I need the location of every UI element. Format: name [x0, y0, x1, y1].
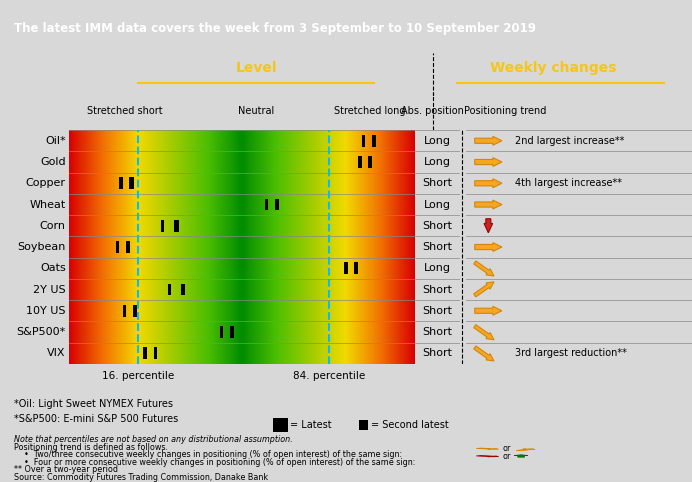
- Text: Oats: Oats: [40, 263, 66, 273]
- FancyArrow shape: [476, 455, 499, 457]
- Text: 3rd largest reduction**: 3rd largest reduction**: [516, 348, 628, 358]
- Bar: [220, 326, 223, 338]
- Text: = Latest: = Latest: [289, 420, 331, 430]
- Text: Corn: Corn: [39, 221, 66, 231]
- Text: 10Y US: 10Y US: [26, 306, 66, 316]
- Bar: [174, 220, 179, 232]
- Text: 4th largest increase**: 4th largest increase**: [516, 178, 623, 188]
- Bar: [161, 220, 164, 232]
- FancyArrow shape: [475, 158, 502, 166]
- Text: Short: Short: [423, 327, 453, 337]
- Bar: [123, 305, 126, 317]
- Text: 2nd largest increase**: 2nd largest increase**: [516, 136, 625, 146]
- Text: Copper: Copper: [26, 178, 66, 188]
- Bar: [168, 284, 171, 295]
- Text: *S&P500: E-mini S&P 500 Futures: *S&P500: E-mini S&P 500 Futures: [14, 414, 178, 424]
- Text: S&P500*: S&P500*: [17, 327, 66, 337]
- Text: 2Y US: 2Y US: [33, 284, 66, 295]
- Text: Short: Short: [423, 306, 453, 316]
- Text: Stretched short: Stretched short: [86, 106, 163, 116]
- FancyArrow shape: [484, 219, 493, 233]
- Text: Positioning trend: Positioning trend: [464, 106, 546, 116]
- Text: Soybean: Soybean: [17, 242, 66, 252]
- Text: Short: Short: [423, 178, 453, 188]
- Text: VIX: VIX: [47, 348, 66, 358]
- Text: Abs. position: Abs. position: [401, 106, 464, 116]
- Text: •  Four or more consecutive weekly changes in positioning (% of open interest) o: • Four or more consecutive weekly change…: [14, 458, 415, 467]
- Text: ** Over a two-year period: ** Over a two-year period: [14, 465, 118, 474]
- FancyArrow shape: [474, 261, 494, 276]
- Bar: [368, 156, 372, 168]
- Text: 84. percentile: 84. percentile: [293, 371, 365, 381]
- Bar: [129, 177, 134, 189]
- Bar: [126, 241, 130, 253]
- Text: Long: Long: [424, 263, 451, 273]
- FancyArrow shape: [475, 200, 502, 209]
- FancyArrow shape: [474, 282, 494, 297]
- Bar: [181, 284, 185, 295]
- Text: The latest IMM data covers the week from 3 September to 10 September 2019: The latest IMM data covers the week from…: [14, 23, 536, 35]
- Text: Source: Commodity Futures Trading Commission, Danake Bank: Source: Commodity Futures Trading Commis…: [14, 472, 268, 482]
- Text: Long: Long: [424, 200, 451, 210]
- Bar: [359, 420, 368, 430]
- Bar: [116, 241, 119, 253]
- FancyArrow shape: [474, 325, 494, 340]
- FancyArrow shape: [475, 307, 502, 315]
- Text: Short: Short: [423, 284, 453, 295]
- Text: Gold: Gold: [40, 157, 66, 167]
- Text: Note that percentiles are not based on any distributional assumption.: Note that percentiles are not based on a…: [14, 435, 293, 444]
- Text: Short: Short: [423, 348, 453, 358]
- Bar: [275, 199, 279, 210]
- Text: Level: Level: [235, 61, 277, 75]
- Text: Oil*: Oil*: [45, 136, 66, 146]
- FancyArrow shape: [475, 242, 502, 252]
- Bar: [362, 135, 365, 147]
- Bar: [372, 135, 376, 147]
- Bar: [345, 262, 347, 274]
- Text: Short: Short: [423, 221, 453, 231]
- Bar: [120, 177, 122, 189]
- Text: or: or: [502, 444, 511, 453]
- Text: Short: Short: [423, 242, 453, 252]
- FancyArrow shape: [475, 136, 502, 145]
- Bar: [354, 262, 358, 274]
- Bar: [358, 156, 361, 168]
- FancyArrow shape: [474, 346, 494, 361]
- Text: or: or: [502, 452, 511, 461]
- Bar: [133, 305, 137, 317]
- Text: •  Two/three consecutive weekly changes in positioning (% of open interest) of t: • Two/three consecutive weekly changes i…: [14, 450, 402, 459]
- Text: *Oil: Light Sweet NYMEX Futures: *Oil: Light Sweet NYMEX Futures: [14, 399, 173, 409]
- Text: = Second latest: = Second latest: [371, 420, 449, 430]
- Bar: [143, 348, 147, 359]
- FancyArrow shape: [475, 179, 502, 187]
- FancyArrow shape: [476, 448, 499, 449]
- FancyArrow shape: [516, 449, 535, 451]
- Text: Weekly changes: Weekly changes: [491, 61, 617, 75]
- Text: 16. percentile: 16. percentile: [102, 371, 174, 381]
- Bar: [265, 199, 268, 210]
- Text: Wheat: Wheat: [30, 200, 66, 210]
- Bar: [273, 418, 288, 432]
- FancyArrow shape: [514, 455, 528, 457]
- Text: Long: Long: [424, 157, 451, 167]
- Bar: [154, 348, 157, 359]
- Bar: [230, 326, 234, 338]
- Text: Stretched long: Stretched long: [334, 106, 406, 116]
- Text: Positioning trend is defined as follows.: Positioning trend is defined as follows.: [14, 442, 168, 452]
- Text: Neutral: Neutral: [238, 106, 274, 116]
- Text: Long: Long: [424, 136, 451, 146]
